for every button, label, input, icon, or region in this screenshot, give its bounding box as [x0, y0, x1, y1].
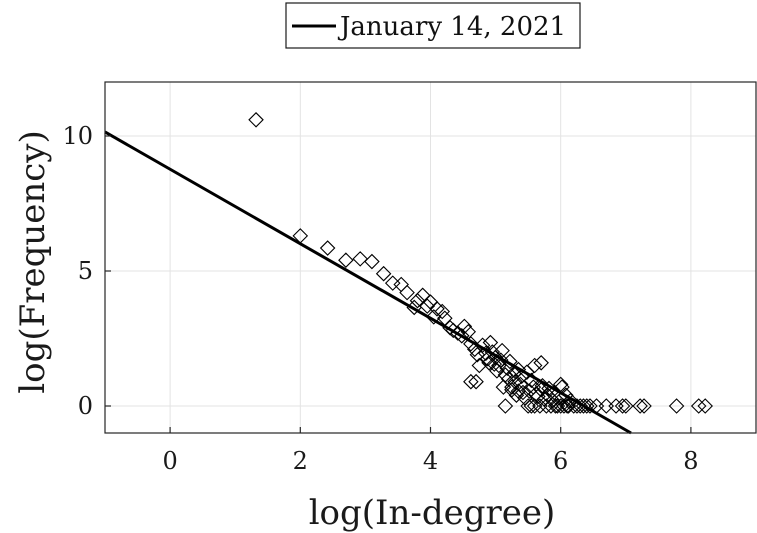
scatter-point: [414, 287, 431, 304]
y-tick-label: 0: [78, 392, 93, 420]
scatter-point: [419, 298, 436, 314]
scatter-point: [506, 365, 522, 382]
y-tick-label: 5: [78, 257, 93, 285]
ticks: [105, 135, 692, 433]
scatter-point: [463, 336, 479, 352]
scatter-point: [248, 112, 264, 128]
scatter-point: [636, 398, 652, 414]
scatter-point: [468, 373, 484, 390]
scatter-point: [471, 357, 488, 374]
scatter-point: [486, 356, 503, 372]
scatter-point: [364, 253, 380, 270]
x-tick-label: 4: [423, 447, 438, 475]
scatter-point: [523, 398, 540, 414]
x-axis-label: log(In-degree): [309, 493, 556, 533]
scatter-point: [562, 392, 579, 409]
scatter-point: [512, 376, 529, 393]
x-tick-label: 0: [162, 447, 177, 475]
scatter-point: [526, 398, 543, 414]
scatter-point: [463, 373, 479, 390]
scatter-point: [532, 398, 548, 414]
scatter-point: [618, 398, 634, 414]
scatter-point: [474, 337, 491, 354]
scatter-point: [507, 373, 523, 390]
tick-labels: 0 2 4 6 8 0 5 10: [62, 122, 698, 475]
scatter-point: [690, 398, 707, 414]
scatter-point: [497, 398, 514, 414]
scatter-point: [375, 265, 392, 282]
y-axis-label: log(Frequency): [13, 130, 53, 394]
y-tick-label: 10: [62, 122, 93, 150]
scatter-point: [491, 357, 507, 374]
scatter-point: [515, 384, 531, 401]
scatter-point: [429, 301, 445, 317]
scatter-point: [632, 398, 648, 414]
scatter-point: [504, 379, 520, 395]
scatter-point: [456, 318, 473, 335]
scatter-point: [668, 398, 685, 414]
x-tick-label: 8: [683, 447, 698, 475]
scatter-point: [697, 398, 713, 414]
scatter-point: [520, 398, 536, 414]
scatter-point: [614, 398, 631, 414]
legend: January 14, 2021: [285, 2, 581, 49]
data-layer: [104, 112, 713, 435]
x-tick-label: 6: [553, 447, 568, 475]
scatter-point: [552, 398, 569, 414]
x-tick-label: 2: [293, 447, 308, 475]
scatter-point: [545, 392, 561, 409]
scatter-point: [482, 334, 499, 351]
scatter-point: [480, 350, 496, 367]
scatter-point: [319, 240, 336, 256]
scatter-point: [510, 383, 527, 399]
scatter-point: [560, 398, 577, 414]
legend-entry-label: January 14, 2021: [337, 12, 566, 42]
scatter-point: [533, 355, 549, 371]
fit-line: [104, 130, 632, 435]
scatter-point: [502, 353, 518, 370]
scatter-point: [582, 398, 598, 414]
scatter-point: [434, 303, 450, 320]
scatter-point: [399, 284, 415, 301]
scatter-point: [409, 292, 426, 309]
scatter-point: [489, 363, 505, 379]
scatter-point: [526, 357, 543, 374]
scatter-point: [338, 252, 354, 268]
scatter-point: [508, 387, 525, 403]
scatter-point: [352, 251, 368, 267]
